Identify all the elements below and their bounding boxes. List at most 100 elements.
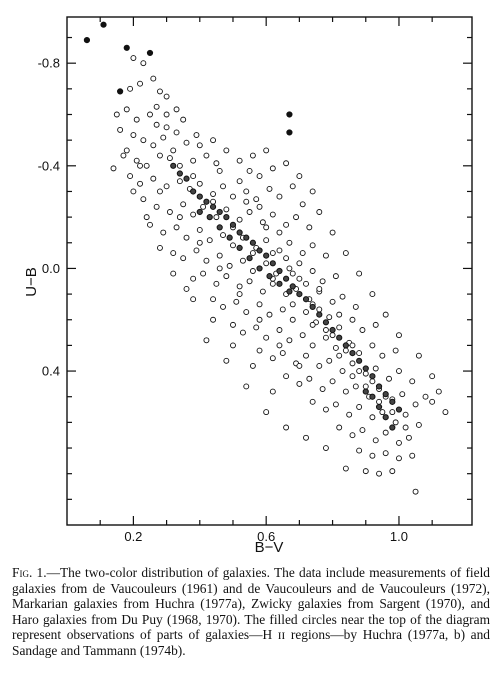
hii-region-point (123, 44, 130, 51)
galaxy-point (243, 383, 250, 390)
galaxy-point (180, 116, 187, 123)
galaxy-point (163, 93, 170, 100)
galaxy-point (183, 286, 190, 292)
galaxy-point (203, 337, 210, 344)
y-tick-label: -0.4 (38, 158, 60, 173)
galaxy-point (166, 155, 173, 162)
galaxy-point (342, 347, 349, 354)
galaxy-point (372, 437, 379, 444)
galaxy-point (359, 427, 366, 434)
galaxy-point (376, 470, 382, 477)
galaxy-point (249, 239, 257, 246)
galaxy-point (200, 270, 207, 277)
hii-region-point (286, 129, 293, 136)
galaxy-point (190, 275, 197, 282)
galaxy-point (395, 406, 403, 413)
galaxy-point (356, 368, 363, 375)
galaxy-point (243, 234, 250, 241)
galaxy-point (379, 409, 386, 416)
galaxy-point (392, 419, 399, 426)
galaxy-point (130, 188, 137, 195)
galaxy-point (256, 203, 263, 210)
galaxy-point (133, 116, 140, 123)
galaxy-point (203, 152, 210, 159)
x-tick-label: 0.2 (124, 529, 142, 544)
galaxy-point (299, 201, 306, 208)
galaxy-point (196, 226, 203, 233)
galaxy-point (193, 247, 200, 254)
galaxy-point (176, 214, 183, 221)
galaxy-point (150, 75, 157, 82)
galaxy-point (239, 329, 246, 336)
galaxy-point (226, 234, 233, 241)
galaxy-point (110, 165, 117, 172)
galaxy-point (415, 352, 422, 359)
galaxy-point (223, 147, 230, 154)
galaxy-point (269, 211, 276, 218)
galaxy-point (213, 160, 220, 167)
galaxy-point (429, 373, 436, 380)
galaxy-point (137, 162, 143, 169)
galaxy-point (157, 152, 163, 159)
galaxy-point (137, 80, 143, 87)
galaxy-point (369, 342, 376, 349)
galaxy-point (326, 314, 333, 321)
galaxy-point (176, 178, 183, 185)
galaxy-point (153, 203, 160, 210)
galaxy-point (362, 365, 369, 372)
galaxy-point (127, 173, 134, 180)
galaxy-point (170, 270, 177, 277)
x-axis-label: B−V (255, 539, 284, 556)
galaxy-point (249, 268, 256, 274)
caption-text: —The two-color distribution of galaxies.… (12, 565, 491, 658)
galaxy-point (220, 232, 226, 239)
x-tick-label: 0.6 (257, 529, 275, 544)
galaxy-point (286, 239, 293, 246)
galaxy-point (382, 450, 389, 457)
galaxy-point (309, 303, 316, 311)
galaxy-point (223, 206, 230, 213)
galaxy-point (226, 262, 233, 269)
galaxy-point (342, 342, 349, 349)
galaxy-point (173, 106, 180, 113)
galaxy-point (256, 301, 263, 308)
galaxy-point (216, 208, 223, 216)
galaxy-point (296, 362, 303, 369)
galaxy-point (263, 147, 270, 154)
galaxy-point (133, 157, 140, 164)
galaxy-point (316, 209, 323, 215)
galaxy-point (316, 362, 323, 369)
galaxy-point (269, 388, 276, 395)
galaxy-point (396, 439, 402, 446)
galaxy-point (130, 132, 137, 138)
galaxy-point (349, 316, 356, 323)
galaxy-point (319, 386, 326, 392)
galaxy-point (276, 193, 283, 200)
galaxy-point (389, 409, 396, 416)
galaxy-point (163, 183, 170, 190)
galaxy-point (306, 224, 313, 231)
galaxy-point (176, 170, 183, 177)
galaxy-point (356, 350, 363, 357)
galaxy-point (306, 375, 313, 382)
galaxy-point (303, 434, 309, 441)
galaxy-point (329, 332, 336, 339)
galaxy-point (375, 403, 383, 411)
galaxy-point (396, 455, 402, 462)
galaxy-point (336, 352, 343, 359)
galaxy-point (359, 327, 366, 333)
galaxy-point (276, 267, 283, 275)
galaxy-point (303, 352, 309, 359)
galaxy-point (276, 229, 283, 236)
data-points (83, 21, 449, 495)
y-axis-label: U−B (23, 267, 40, 297)
x-tick-label: 1.0 (390, 529, 408, 544)
galaxy-point (435, 388, 442, 395)
galaxy-point (266, 273, 273, 280)
galaxy-point (409, 452, 416, 459)
galaxy-point (117, 126, 124, 133)
galaxy-point (282, 275, 290, 282)
galaxy-point (309, 342, 316, 349)
galaxy-point (183, 234, 190, 241)
galaxy-point (170, 147, 177, 154)
